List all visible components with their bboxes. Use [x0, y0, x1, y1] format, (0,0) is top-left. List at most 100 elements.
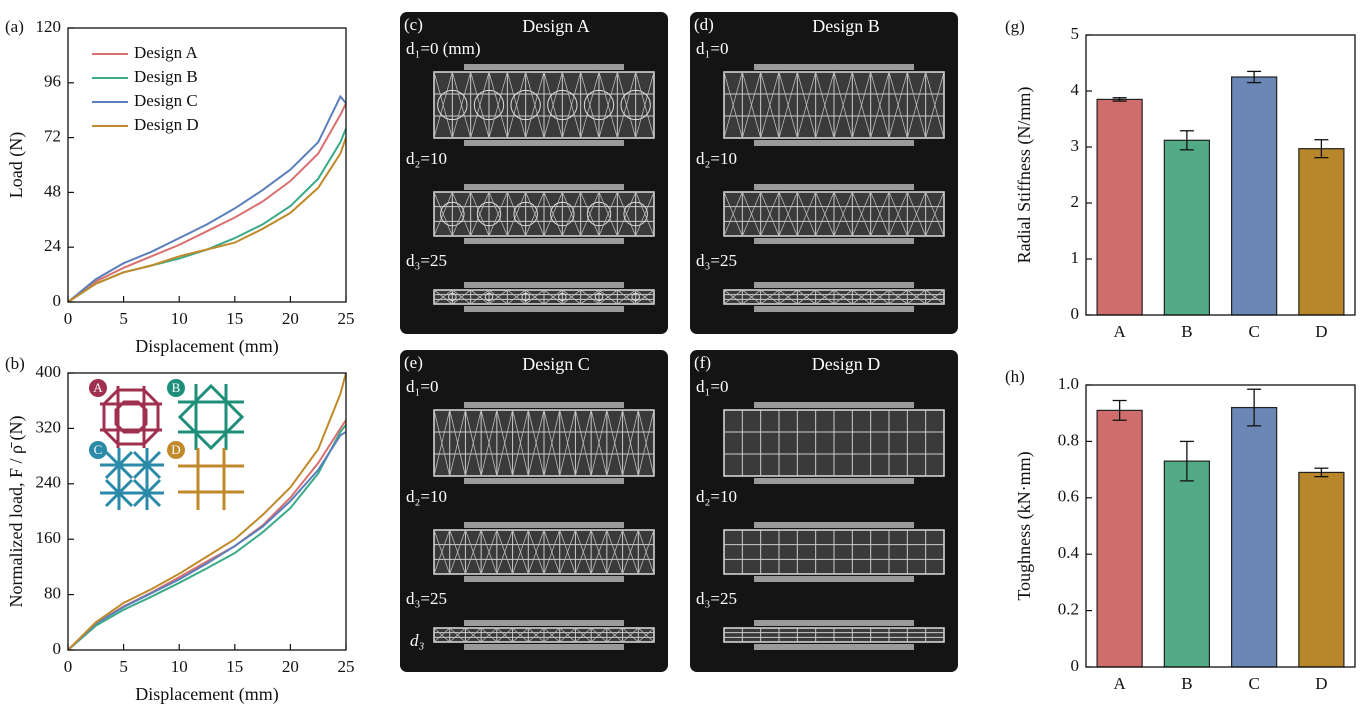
- strut: [496, 409, 513, 477]
- strut: [723, 191, 743, 237]
- y-tick-label: 0.8: [1058, 430, 1079, 449]
- inset-badge: [167, 379, 185, 397]
- inset-label: B: [172, 380, 181, 395]
- strut: [620, 89, 651, 121]
- strut: [778, 289, 798, 305]
- plate: [464, 644, 624, 650]
- stage-label: d₁=0: [696, 39, 729, 58]
- strut: [484, 292, 494, 302]
- strut: [527, 529, 545, 575]
- strut: [451, 71, 472, 139]
- plate: [464, 306, 624, 312]
- icon-shape: [102, 388, 160, 446]
- photo-title: Design B: [812, 16, 880, 36]
- strut: [543, 627, 560, 643]
- strut: [437, 89, 468, 121]
- y-axis-label: Normalized load, F / ρ̄ (N): [6, 416, 27, 608]
- panel-label: (c): [404, 15, 423, 34]
- y-tick-label: 3: [1071, 136, 1080, 155]
- strut: [598, 71, 618, 139]
- plate: [754, 478, 914, 484]
- strut: [760, 71, 780, 139]
- plate: [754, 620, 914, 626]
- strut: [723, 289, 743, 305]
- strut: [622, 529, 639, 575]
- x-tick-label: D: [1315, 674, 1327, 693]
- strut: [521, 292, 530, 302]
- strut: [470, 191, 490, 237]
- panel-label: (g): [1005, 17, 1025, 36]
- photo-panel: (d) Design B d₁=0 d₂=10 d₃=25: [690, 12, 958, 334]
- strut: [925, 289, 945, 305]
- y-tick-label: 120: [36, 17, 62, 36]
- strut: [907, 289, 926, 305]
- strut: [465, 409, 482, 477]
- y-tick-label: 320: [36, 417, 62, 436]
- strut: [583, 89, 615, 121]
- inset-label: C: [94, 442, 103, 457]
- strut: [580, 71, 600, 139]
- strut: [510, 89, 541, 121]
- stage-label: d₁=0 (mm): [406, 39, 481, 58]
- x-tick-label: D: [1315, 322, 1327, 341]
- y-tick-label: 4: [1071, 80, 1080, 99]
- strut: [512, 409, 529, 477]
- photo-panel: (f) Design D d₁=0 d₂=10 d₃=25: [690, 350, 958, 672]
- x-tick-label: A: [1113, 674, 1126, 693]
- y-axis-label: Load (N): [6, 132, 27, 198]
- photo-title: Design D: [812, 354, 881, 374]
- strut: [550, 201, 575, 227]
- strut: [558, 292, 567, 302]
- panel-label: (h): [1005, 367, 1025, 386]
- bar: [1163, 460, 1211, 668]
- photo-panel: (c) Design A d₁=0 (mm) d₂=10 d₃=25: [400, 12, 668, 334]
- legend-label: Design A: [134, 43, 198, 62]
- strut: [488, 191, 508, 237]
- y-tick-label: 240: [36, 473, 62, 492]
- strut: [575, 409, 592, 477]
- inset-badge: [167, 441, 185, 459]
- strut: [851, 71, 872, 139]
- strut: [906, 191, 927, 237]
- x-tick-label: C: [1248, 322, 1259, 341]
- plot-frame: [67, 27, 347, 303]
- strut: [433, 289, 453, 305]
- bar: [1163, 139, 1211, 316]
- strut: [617, 289, 636, 305]
- strut: [480, 627, 498, 643]
- strut: [833, 71, 853, 139]
- strut: [623, 201, 648, 227]
- strut: [496, 529, 513, 575]
- strut: [561, 71, 582, 139]
- y-tick-label: 80: [44, 584, 61, 603]
- legend-label: Design D: [134, 115, 199, 134]
- photo-title: Design A: [522, 16, 590, 36]
- strut: [525, 71, 545, 139]
- strut: [616, 191, 637, 237]
- plate: [754, 184, 914, 190]
- y-tick-label: 0.2: [1058, 600, 1079, 619]
- plate: [464, 522, 624, 528]
- strut: [925, 71, 945, 139]
- y-tick-label: 72: [44, 127, 61, 146]
- x-axis-label: Displacement (mm): [135, 336, 278, 357]
- plate: [754, 140, 914, 146]
- y-tick-label: 5: [1071, 24, 1080, 43]
- plate: [464, 576, 624, 582]
- strut: [852, 289, 871, 305]
- strut: [925, 191, 945, 237]
- plate: [464, 478, 624, 484]
- y-tick-label: 0.4: [1058, 543, 1080, 562]
- plot-frame: [1085, 34, 1356, 316]
- series-line: [67, 137, 347, 303]
- strut: [796, 191, 817, 237]
- strut: [543, 289, 563, 305]
- photo-title: Design C: [522, 354, 590, 374]
- plate: [464, 140, 624, 146]
- x-axis-label: Displacement (mm): [135, 684, 278, 705]
- plate: [464, 64, 624, 70]
- x-tick-label: 15: [226, 309, 243, 328]
- strut: [543, 409, 561, 477]
- x-tick-label: A: [1113, 322, 1126, 341]
